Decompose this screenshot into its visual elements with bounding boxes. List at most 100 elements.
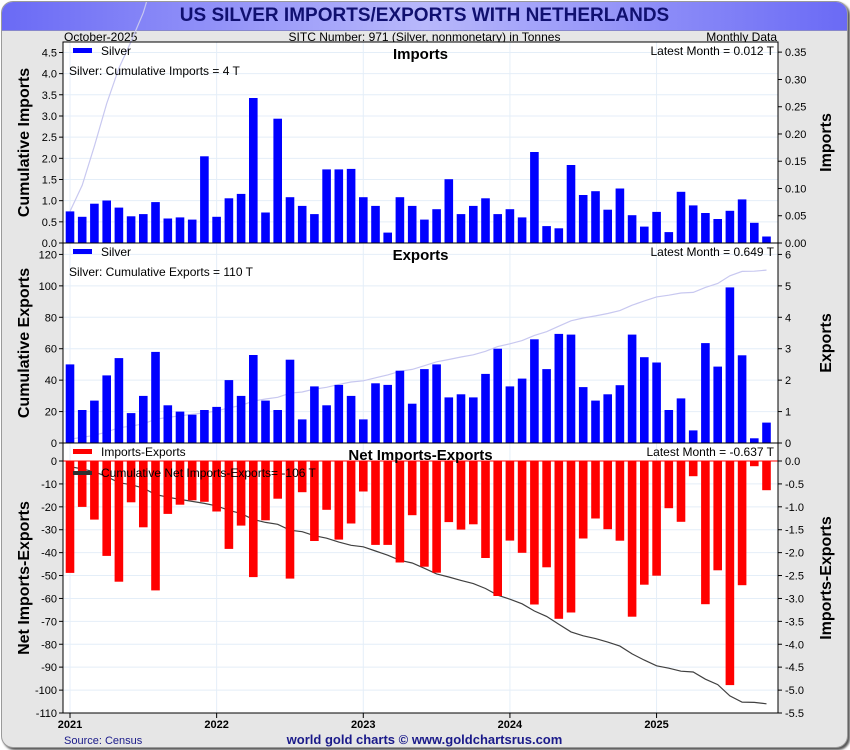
legend-label-net: Imports-Exports [101,445,186,459]
bar-imports [102,200,111,243]
bar-imports [359,197,368,243]
bar-net [126,461,136,503]
y-tick-label-left: -20 [41,502,57,514]
y-tick-label-right: 6 [785,249,791,261]
bar-net [688,461,698,477]
y-tick-label-right: -4.5 [785,662,804,674]
latest-month-exports: Latest Month = 0.649 T [650,245,774,259]
bar-imports [640,226,649,243]
bar-imports [90,203,99,243]
bar-net [627,461,637,617]
bar-net [65,461,75,573]
bar-exports [139,395,148,443]
bar-imports [701,213,710,243]
y-tick-label-left: -110 [36,708,57,720]
bar-net [175,461,185,505]
bar-imports [175,217,185,243]
bar-net [273,461,282,499]
y-tick-label-left: 100 [39,281,57,293]
bar-net [114,461,124,582]
bar-exports [713,366,722,443]
bar-net [444,461,454,523]
bar-imports [310,214,319,243]
bar-net [603,461,612,530]
bar-exports [102,375,111,443]
bar-exports [420,369,429,443]
bar-net [139,461,148,528]
bar-imports [676,191,686,243]
bar-imports [615,188,625,243]
bar-imports [139,214,148,243]
bar-exports [762,422,771,443]
bar-net [334,461,344,540]
y-tick-label-right: 0 [785,438,791,450]
legend-swatch-exports [73,249,92,254]
y-tick-label-right: 0.35 [785,47,806,59]
bar-imports [566,165,576,243]
bar-imports [261,212,270,243]
y-tick-label-right: 4 [785,312,791,324]
y-tick-label-left: 2.0 [42,153,57,165]
bar-imports [65,211,75,243]
bar-imports [224,198,234,243]
y-tick-label-left: -50 [41,571,57,583]
bar-imports [212,216,221,243]
y-tick-label-left: 120 [39,249,57,261]
bar-exports [493,348,502,443]
bar-exports [591,400,600,443]
y-tick-label-right: -1.5 [785,525,804,537]
bar-exports [640,357,649,443]
bar-imports [395,197,405,243]
bar-imports [444,179,454,243]
bar-imports [737,199,747,243]
bar-net [725,461,735,686]
bar-imports [126,216,136,243]
y-tick-label-right: 2 [785,375,791,387]
bar-net [456,461,466,530]
bar-net [578,461,588,539]
bar-net [664,461,674,509]
bar-net [432,461,441,573]
bar-net [615,461,625,541]
y-axis-label-left-exports: Cumulative Exports [16,268,33,418]
y-tick-label-left: 80 [45,312,57,324]
latest-month-net: Latest Month = -0.637 T [646,445,774,459]
bar-imports [407,205,417,243]
bar-net [224,461,234,549]
bar-exports [652,362,661,443]
bar-net [640,461,649,585]
bar-net [163,461,173,514]
bar-exports [346,395,356,443]
bar-imports [530,152,539,243]
bar-net [542,461,551,568]
y-tick-label-left: 3.0 [42,111,57,123]
y-axis-label-right-exports: Exports [818,313,835,373]
panel-title-imports: Imports [393,46,448,63]
x-tick-label: 2021 [58,719,82,731]
bar-net [737,461,747,586]
y-tick-label-right: -2.5 [785,571,804,583]
y-tick-label-left: 4.0 [42,69,57,81]
bar-imports [493,214,502,243]
y-tick-label-left: -30 [41,525,57,537]
bar-net [90,461,99,520]
y-tick-label-right: 0.00 [785,238,806,250]
bar-imports [603,209,612,243]
bar-exports [725,287,735,443]
x-tick-label: 2023 [351,719,375,731]
bar-imports [713,219,722,243]
bar-exports [322,405,331,443]
bar-imports [542,226,551,243]
legend-swatch-net [73,449,92,454]
bar-imports [578,195,588,243]
bar-imports [77,216,87,243]
bar-exports [114,358,124,443]
y-tick-label-left: 4.5 [42,47,57,59]
bar-exports [688,430,698,443]
y-tick-label-left: 0 [51,438,57,450]
bar-net [371,461,380,545]
legend-swatch-cumulative [73,471,92,475]
y-tick-label-left: 3.5 [42,90,57,102]
y-tick-label-right: 3 [785,344,791,356]
bar-exports [273,410,282,443]
